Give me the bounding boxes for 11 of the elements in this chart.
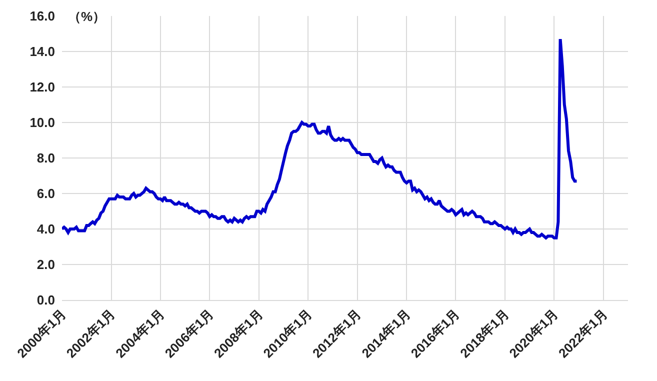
y-tick-label: 16.0 — [30, 8, 55, 24]
y-tick-label: 8.0 — [36, 150, 55, 166]
y-tick-label: 4.0 — [36, 222, 55, 237]
y-tick-label: 6.0 — [36, 186, 55, 202]
line-series — [62, 38, 578, 240]
y-tick-label: 14.0 — [30, 44, 55, 60]
y-tick-label: 12.0 — [30, 80, 55, 95]
y-tick-label: 10.0 — [30, 115, 55, 130]
y-tick-label: 0.0 — [36, 292, 55, 308]
y-tick-label: 2.0 — [36, 257, 55, 272]
y-axis-title: （%） — [68, 9, 106, 24]
